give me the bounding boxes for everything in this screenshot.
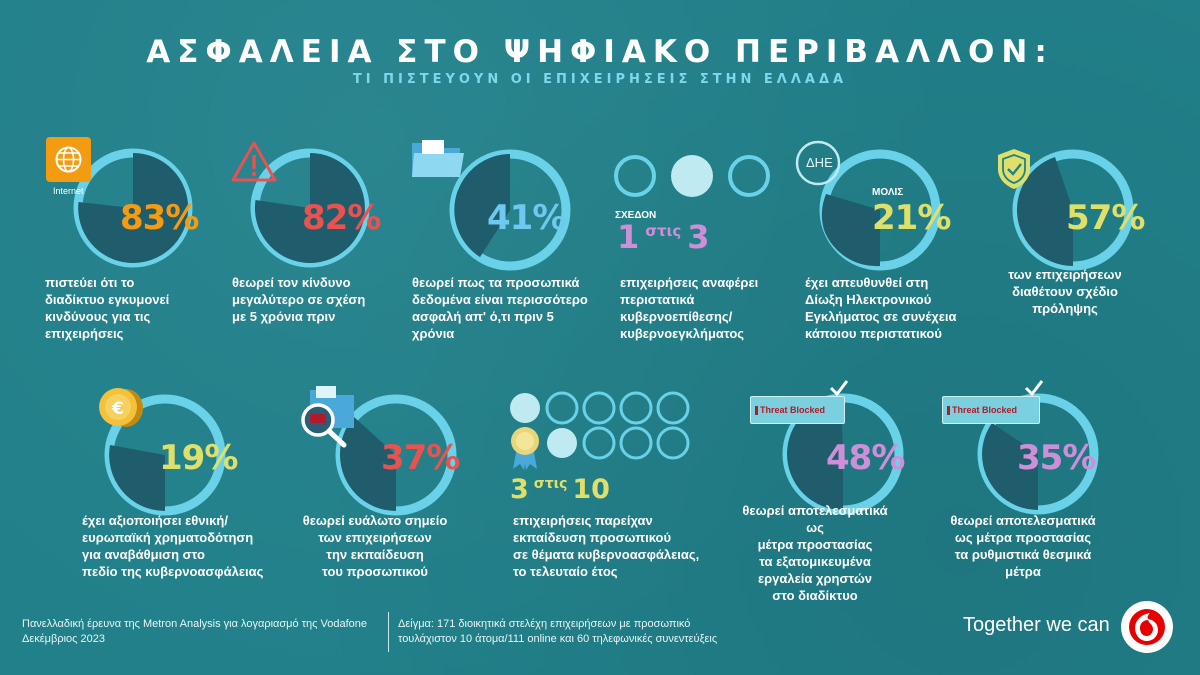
stat-incidents-circles (614, 155, 770, 197)
stat-plan-ring (1012, 149, 1134, 271)
award-ribbon-icon (511, 427, 539, 470)
stat-data-value: 41% (487, 198, 566, 238)
stat-training-weak-ring (335, 394, 457, 516)
stat-police-prefix: ΜΟΛΙΣ (872, 187, 904, 198)
stat-plan-text: των επιχειρήσεων διαθέτουν σχέδιο πρόληψης (1008, 267, 1122, 316)
shield-check-icon (998, 149, 1030, 189)
stat-risk-text: θεωρεί τον κίνδυνο μεγαλύτερο σε σχέση με … (232, 275, 366, 324)
stat-police-ring (819, 149, 941, 271)
stat-training-weak-text: θεωρεί ευάλωτο σημείο των επιχειρήσεων την… (302, 513, 448, 579)
stat-tools-text: θεωρεί αποτελεσματικά ως μέτρα προστασίας… (742, 503, 888, 603)
stat-police-value: 21% (872, 198, 951, 238)
coin-icon: € (99, 388, 143, 427)
police-badge-icon (795, 140, 841, 186)
svg-text:€: € (111, 399, 124, 419)
page-title: ΑΣΦΑΛΕΙΑ ΣΤΟ ΨΗΦΙΑΚΟ ΠΕΡΙΒΑΛΛΟΝ: (146, 34, 1054, 70)
footer-divider (388, 612, 389, 652)
brand-slogan: Together we can (963, 614, 1110, 636)
checkmark-icon (829, 380, 849, 397)
checkmark-icon (1024, 380, 1044, 397)
stat-internet-ring (73, 148, 193, 268)
footer-sample: Δείγμα: 171 διοικητικά στελέχη επιχειρήσ… (398, 618, 718, 645)
stat-funding-value: 19% (159, 438, 238, 478)
stat-plan-value: 57% (1066, 198, 1145, 238)
warning-icon (231, 141, 277, 182)
stat-police-text: έχει απευθυνθεί στη Δίωξη Ηλεκτρονικού Εγκ… (805, 275, 957, 341)
folder-search-icon (301, 386, 354, 448)
threat-blocked-badge: Threat Blocked (942, 396, 1040, 424)
stat-training-text: επιχειρήσεις παρείχαν εκπαίδευση προσωπικ… (513, 513, 700, 579)
stat-training-weak-value: 37% (381, 438, 460, 478)
stat-incidents-fraction: 1 στις 3 (617, 218, 710, 256)
folder-icon (412, 140, 464, 177)
threat-blocked-badge: Threat Blocked (750, 396, 845, 424)
page-subtitle: ΤΙ ΠΙΣΤΕΥΟΥΝ ΟΙ ΕΠΙΧΕΙΡΗΣΕΙΣ ΣΤΗΝ ΕΛΛΑΔΑ (352, 72, 848, 87)
stat-regulation-text: θεωρεί αποτελεσματικά ως μέτρα προστασίας… (950, 513, 1096, 579)
stat-incidents-prefix: ΣΧΕΔΟΝ (615, 210, 657, 221)
stat-data-ring (449, 149, 571, 271)
stat-training-circles (510, 391, 690, 460)
stat-risk-ring (250, 148, 370, 268)
stat-funding-text: έχει αξιοποιήσει εθνική/ευρωπαϊκή χρηματ… (82, 513, 264, 579)
stat-risk-value: 82% (302, 198, 381, 238)
stat-training-fraction: 3 στις 10 (510, 474, 610, 505)
stat-regulation-value: 35% (1017, 438, 1096, 478)
internet-icon (46, 137, 91, 182)
footer-source: Πανελλαδική έρευνα της Metron Analysis γ… (22, 618, 368, 645)
stat-internet-value: 83% (120, 198, 199, 238)
stat-incidents-text: επιχειρήσεις αναφέρει περιστατικά κυβερνοε… (620, 275, 759, 341)
stat-internet-text: πιστεύει ότι το διαδίκτυο εγκυμονεί κινδύν… (45, 275, 170, 341)
stat-funding-ring (104, 394, 226, 516)
stat-data-text: θεωρεί πως τα προσωπικά δεδομένα είναι πε… (412, 275, 588, 341)
police-icon-label: ΔΗΕ (806, 155, 833, 170)
stat-tools-value: 48% (826, 438, 905, 478)
vodafone-logo-icon[interactable] (1121, 601, 1173, 653)
internet-icon-label: Internet (53, 186, 84, 196)
